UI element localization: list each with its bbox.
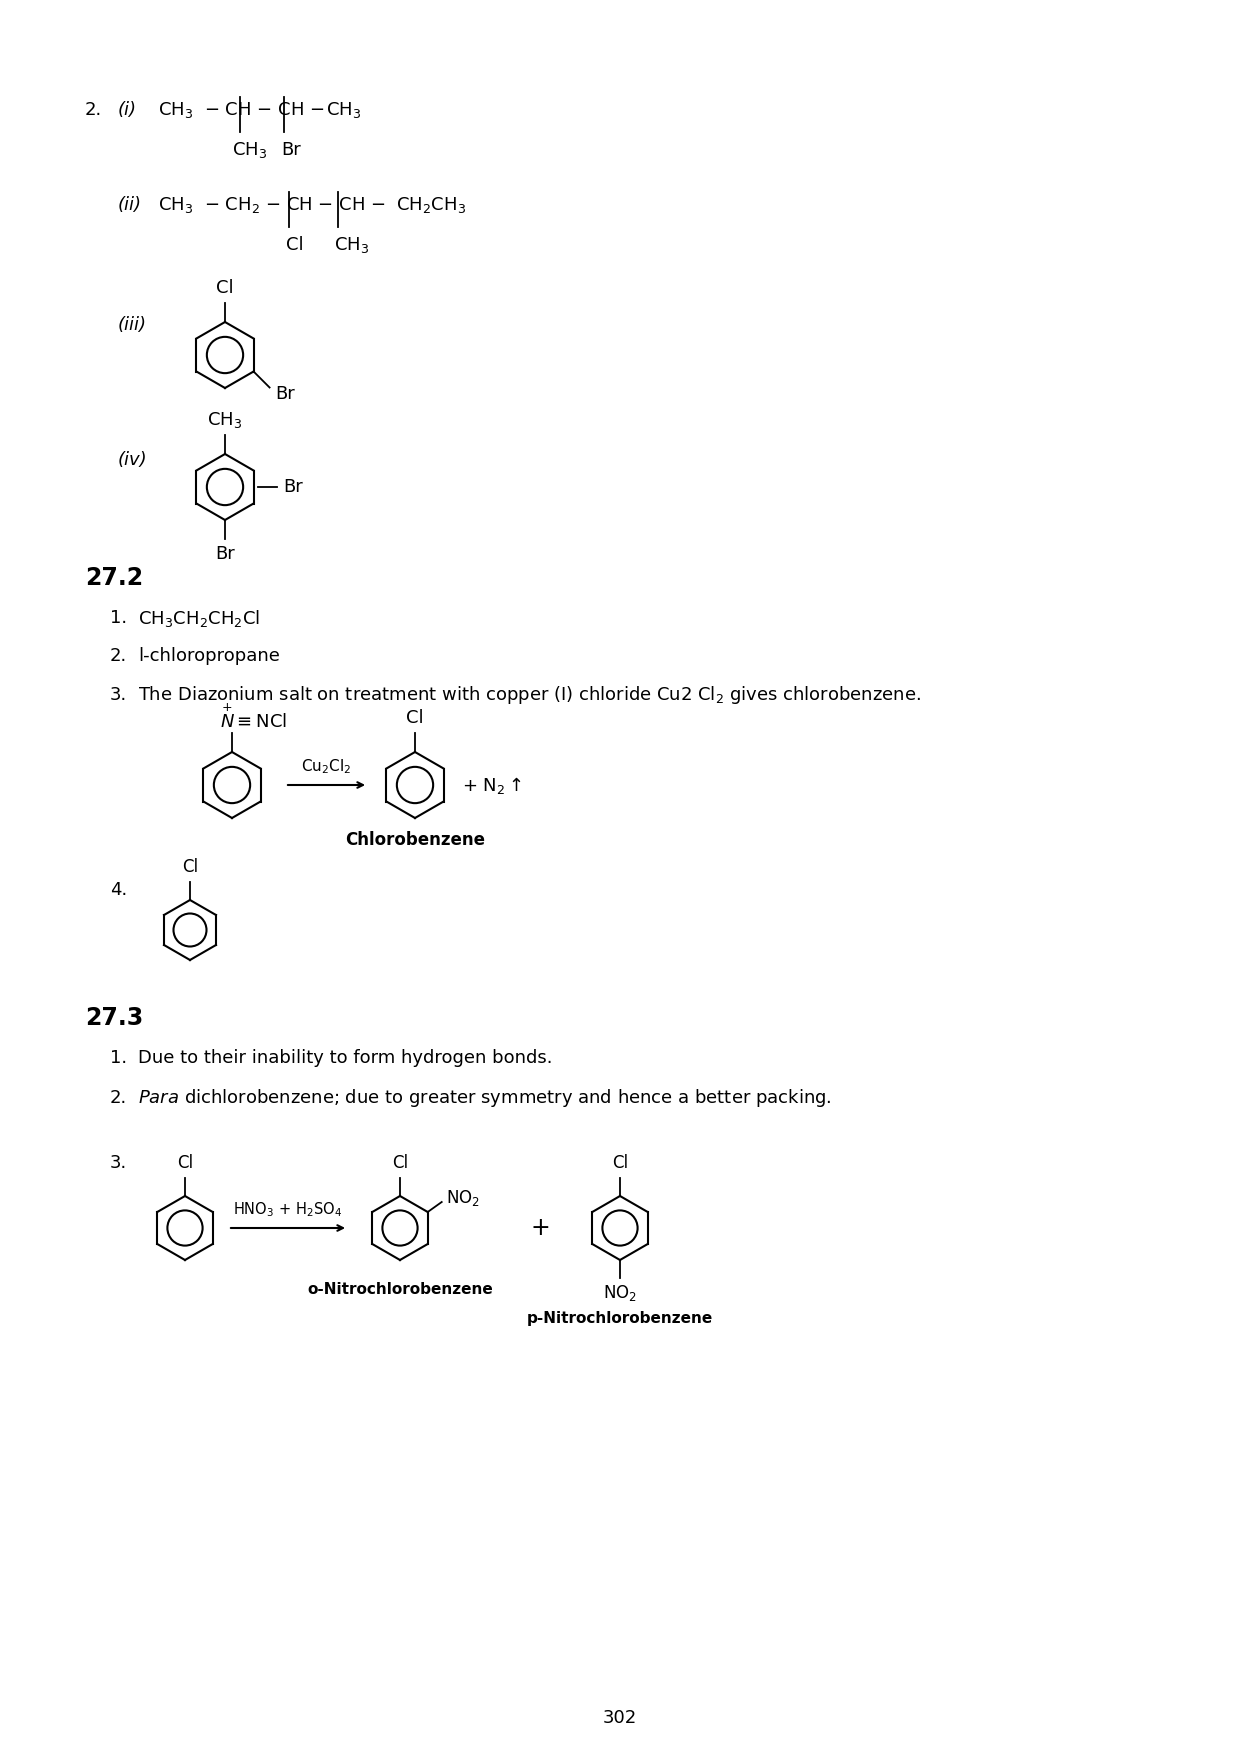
Text: l-chloropropane: l-chloropropane xyxy=(138,648,280,665)
Text: Cu$_2$Cl$_2$: Cu$_2$Cl$_2$ xyxy=(301,758,351,776)
Text: 1.: 1. xyxy=(110,609,128,627)
Text: (ii): (ii) xyxy=(118,197,143,214)
Text: Due to their inability to form hydrogen bonds.: Due to their inability to form hydrogen … xyxy=(138,1049,553,1067)
Text: Cl: Cl xyxy=(177,1155,193,1172)
Text: $\mathit{Para}$ dichlorobenzene; due to greater symmetry and hence a better pack: $\mathit{Para}$ dichlorobenzene; due to … xyxy=(138,1086,832,1109)
Text: 302: 302 xyxy=(603,1709,637,1727)
Text: NO$_2$: NO$_2$ xyxy=(445,1188,480,1207)
Text: $\overset{+}{N}$$\equiv$NCl: $\overset{+}{N}$$\equiv$NCl xyxy=(219,702,286,732)
Text: Cl: Cl xyxy=(216,279,234,297)
Text: 2.: 2. xyxy=(110,648,128,665)
Text: $-$ CH $-$ CH $-$: $-$ CH $-$ CH $-$ xyxy=(205,102,325,119)
Text: Cl: Cl xyxy=(182,858,198,876)
Text: 3.: 3. xyxy=(110,686,128,704)
Text: 27.2: 27.2 xyxy=(86,567,143,590)
Text: CH$_2$CH$_3$: CH$_2$CH$_3$ xyxy=(396,195,466,216)
Text: Br: Br xyxy=(281,140,301,160)
Text: NO$_2$: NO$_2$ xyxy=(603,1283,637,1302)
Text: +: + xyxy=(531,1216,549,1241)
Text: Br: Br xyxy=(215,546,234,563)
Text: CH$_3$: CH$_3$ xyxy=(157,100,193,119)
Text: 27.3: 27.3 xyxy=(86,1006,144,1030)
Text: 2.: 2. xyxy=(86,102,102,119)
Text: CH$_3$: CH$_3$ xyxy=(334,235,370,254)
Text: Cl: Cl xyxy=(286,235,304,254)
Text: (i): (i) xyxy=(118,102,136,119)
Text: 4.: 4. xyxy=(110,881,128,899)
Text: Cl: Cl xyxy=(392,1155,408,1172)
Text: Br: Br xyxy=(275,384,295,402)
Text: (iv): (iv) xyxy=(118,451,148,469)
Text: $-$ CH$_2$ $-$ CH $-$ CH $-$: $-$ CH$_2$ $-$ CH $-$ CH $-$ xyxy=(205,195,386,216)
Text: p-Nitrochlorobenzene: p-Nitrochlorobenzene xyxy=(527,1311,713,1325)
Text: 3.: 3. xyxy=(110,1155,128,1172)
Text: CH$_3$: CH$_3$ xyxy=(326,100,361,119)
Text: Cl: Cl xyxy=(611,1155,629,1172)
Text: CH$_3$CH$_2$CH$_2$Cl: CH$_3$CH$_2$CH$_2$Cl xyxy=(138,607,260,628)
Text: HNO$_3$ + H$_2$SO$_4$: HNO$_3$ + H$_2$SO$_4$ xyxy=(233,1200,342,1220)
Text: The Diazonium salt on treatment with copper (I) chloride Cu2 Cl$_2$ gives chloro: The Diazonium salt on treatment with cop… xyxy=(138,684,921,706)
Text: Br: Br xyxy=(283,477,303,497)
Text: Chlorobenzene: Chlorobenzene xyxy=(345,832,485,849)
Text: + N$_2$$\uparrow$: + N$_2$$\uparrow$ xyxy=(463,774,522,795)
Text: 2.: 2. xyxy=(110,1090,128,1107)
Text: CH$_3$: CH$_3$ xyxy=(232,140,268,160)
Text: o-Nitrochlorobenzene: o-Nitrochlorobenzene xyxy=(308,1283,492,1297)
Text: CH$_3$: CH$_3$ xyxy=(157,195,193,216)
Text: 1.: 1. xyxy=(110,1049,128,1067)
Text: (iii): (iii) xyxy=(118,316,148,333)
Text: CH$_3$: CH$_3$ xyxy=(207,411,243,430)
Text: Cl: Cl xyxy=(407,709,424,727)
